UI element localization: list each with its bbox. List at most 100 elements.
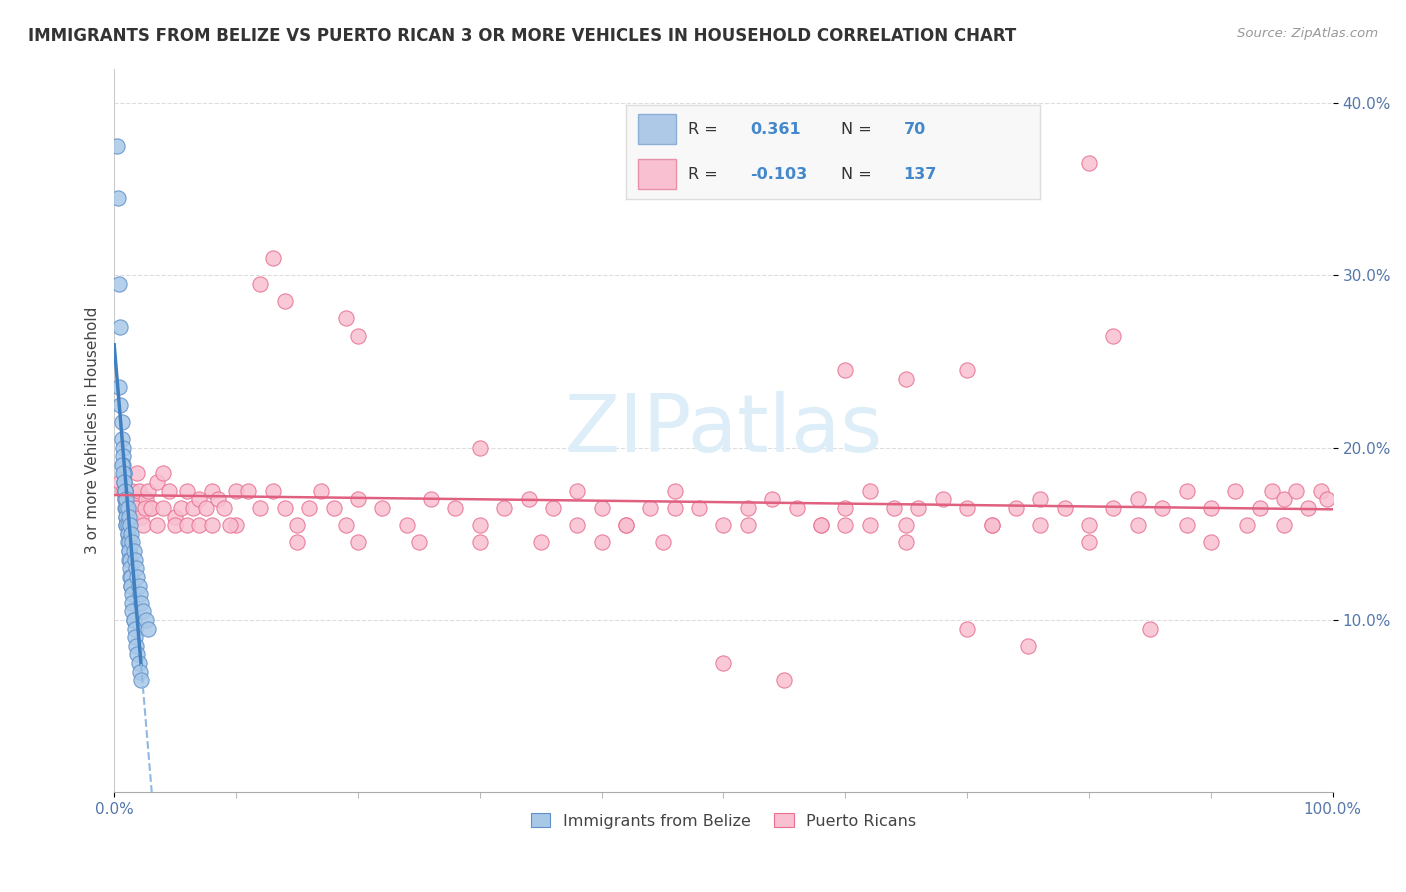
Point (115, 500, 138, 515)
Point (108, 380, 131, 394)
Point (120, 526, 142, 541)
Point (176, 483, 198, 498)
Point (115, 492, 138, 507)
Point (956, 622, 979, 636)
Point (114, 492, 136, 507)
Point (152, 500, 174, 515)
Point (773, 673, 796, 688)
Point (117, 500, 139, 515)
Point (567, 483, 589, 498)
Point (311, 483, 333, 498)
Point (834, 500, 856, 515)
Point (118, 552, 141, 566)
Point (1029, 518, 1052, 533)
Point (118, 570, 141, 584)
Point (117, 518, 139, 533)
Point (1139, 622, 1161, 636)
Point (129, 509, 152, 524)
Point (121, 604, 143, 618)
Point (1285, 483, 1308, 498)
Point (122, 544, 145, 558)
Point (112, 467, 135, 481)
Point (110, 458, 132, 472)
Point (110, 398, 132, 412)
Point (932, 492, 955, 507)
Point (124, 622, 146, 636)
Point (896, 535, 918, 549)
Point (737, 518, 759, 533)
Point (834, 363, 856, 377)
Point (114, 492, 136, 507)
Point (468, 441, 491, 455)
Point (134, 500, 156, 515)
Point (183, 500, 205, 515)
Point (322, 500, 344, 515)
Point (1017, 639, 1039, 653)
Point (1175, 483, 1198, 498)
Point (1102, 328, 1125, 343)
Point (118, 518, 141, 533)
Point (494, 500, 516, 515)
Point (614, 518, 637, 533)
Point (122, 613, 145, 627)
Point (651, 535, 673, 549)
Point (1126, 492, 1149, 507)
Point (146, 475, 169, 489)
Point (1102, 500, 1125, 515)
Point (664, 483, 686, 498)
Point (530, 535, 553, 549)
Point (810, 518, 832, 533)
Point (111, 458, 134, 472)
Point (118, 544, 141, 558)
Point (1272, 518, 1295, 533)
Point (907, 500, 929, 515)
Point (688, 500, 710, 515)
Point (1298, 500, 1320, 515)
Point (1249, 500, 1271, 515)
Point (408, 535, 430, 549)
Point (713, 656, 735, 670)
Point (285, 535, 308, 549)
Point (114, 483, 136, 498)
Point (591, 535, 613, 549)
Point (121, 535, 143, 549)
Text: ZIPatlas: ZIPatlas (564, 392, 883, 469)
Point (347, 535, 370, 549)
Point (121, 587, 143, 601)
Point (118, 509, 141, 524)
Point (135, 613, 157, 627)
Point (1053, 500, 1076, 515)
Point (249, 277, 271, 291)
Point (117, 526, 139, 541)
Point (285, 518, 308, 533)
Point (1309, 483, 1331, 498)
Y-axis label: 3 or more Vehicles in Household: 3 or more Vehicles in Household (86, 307, 100, 554)
Point (128, 656, 150, 670)
Point (115, 518, 138, 533)
Point (112, 475, 135, 489)
Point (249, 500, 271, 515)
Point (980, 518, 1002, 533)
Point (118, 544, 141, 558)
Point (139, 500, 162, 515)
Point (786, 500, 808, 515)
Point (980, 518, 1002, 533)
Point (120, 570, 142, 584)
Point (110, 475, 132, 489)
Point (225, 518, 247, 533)
Point (132, 604, 155, 618)
Point (444, 500, 467, 515)
Point (640, 500, 662, 515)
Point (1199, 535, 1222, 549)
Point (517, 492, 540, 507)
Point (124, 500, 146, 515)
Point (371, 500, 394, 515)
Point (129, 673, 152, 688)
Point (956, 500, 979, 515)
Point (956, 363, 979, 377)
Point (112, 475, 135, 489)
Point (212, 500, 235, 515)
Point (128, 483, 150, 498)
Point (468, 518, 491, 533)
Point (225, 483, 247, 498)
